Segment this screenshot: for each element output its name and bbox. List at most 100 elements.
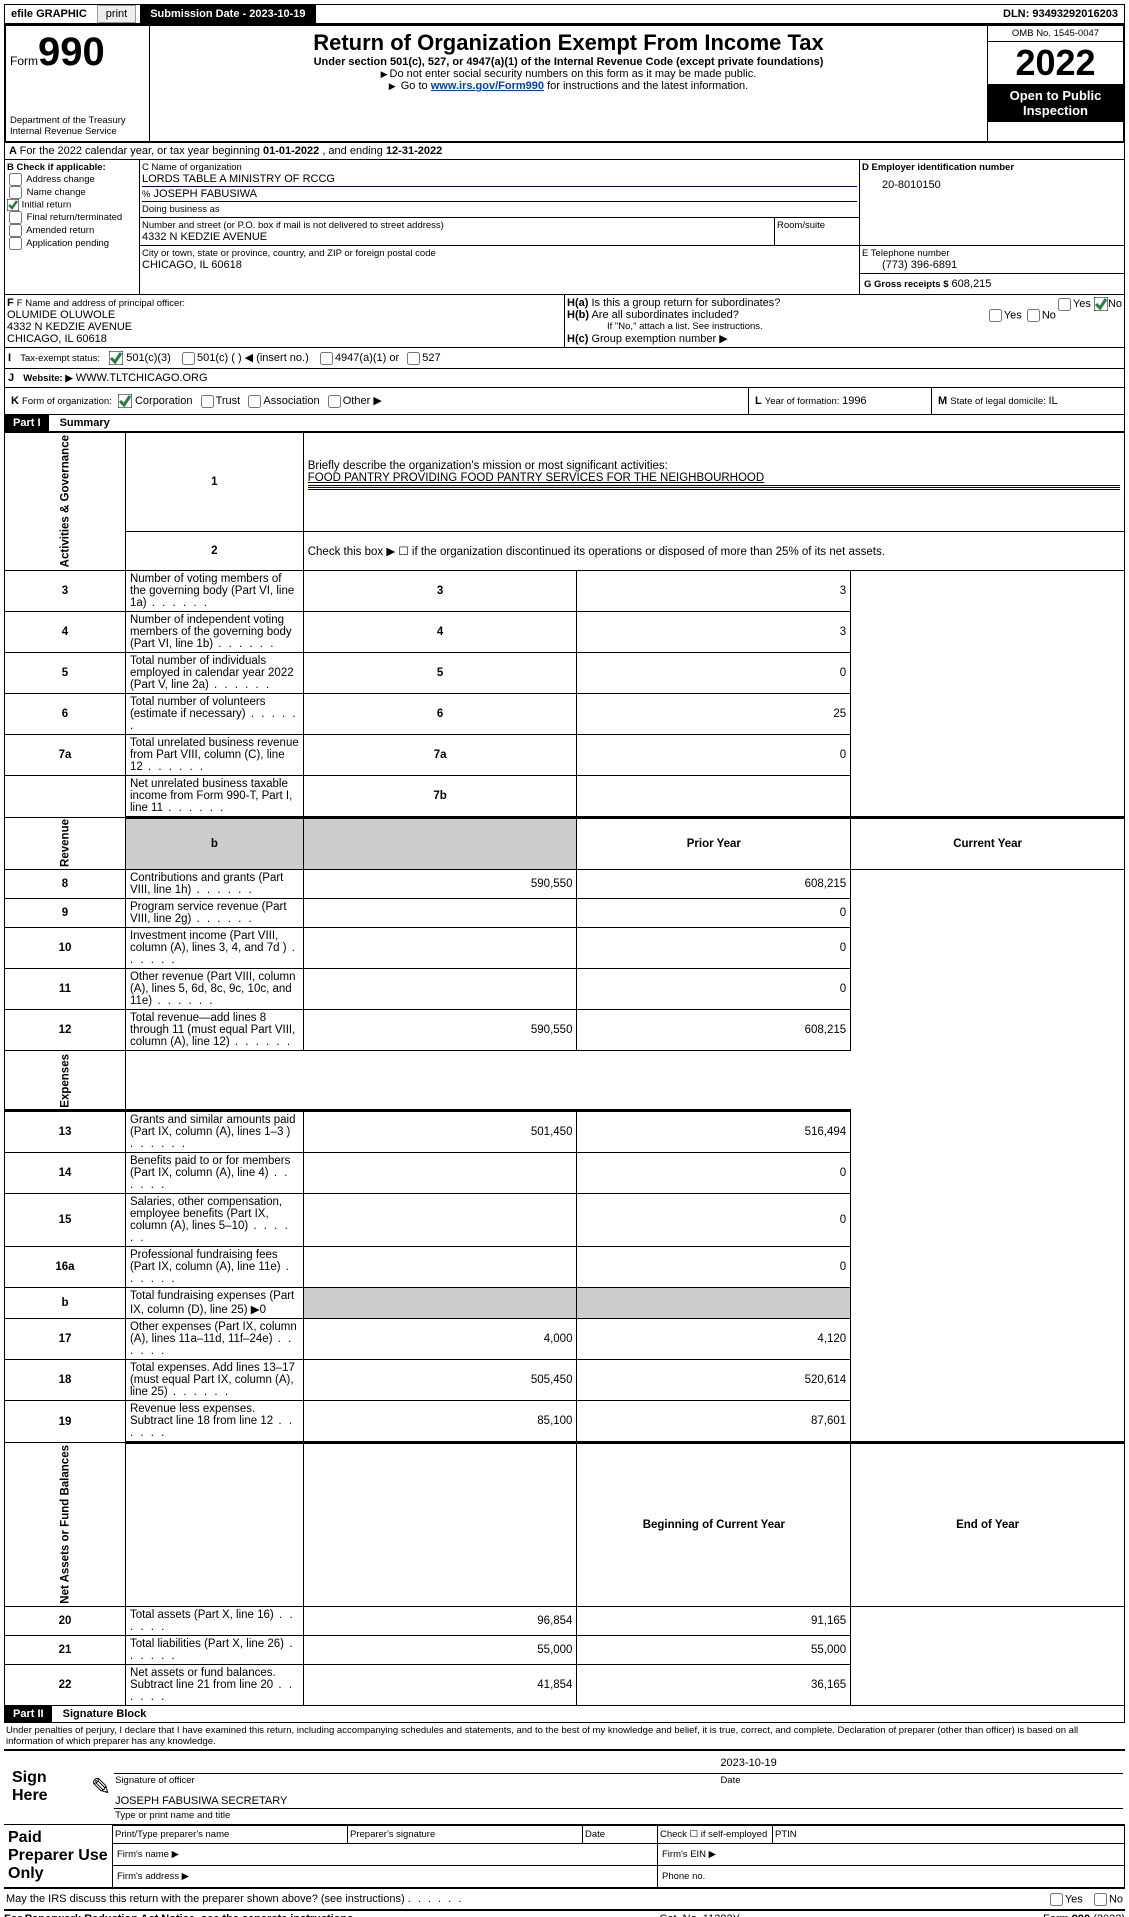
opt-trust: Trust xyxy=(216,395,241,407)
dln-label: DLN: xyxy=(1003,8,1032,20)
opt-501c: 501(c) ( ) ◀ (insert no.) xyxy=(197,352,309,364)
line-i-letter: I xyxy=(8,352,11,364)
opt-501c3: 501(c)(3) xyxy=(126,352,171,364)
sign-date: 2023-10-19 xyxy=(719,1753,1123,1774)
opt-527-chk[interactable] xyxy=(407,352,420,365)
street-value: 4332 N KEDZIE AVENUE xyxy=(142,231,772,243)
care-of-lbl: % xyxy=(142,189,150,200)
no-lbl2: No xyxy=(1042,309,1056,321)
telephone-value: (773) 396-6891 xyxy=(862,259,1122,271)
sig-label: Signature of officer xyxy=(114,1773,719,1787)
box-b-item: Name change xyxy=(7,186,137,199)
firm-addr-label: Firm's address ▶ xyxy=(113,1865,658,1888)
hdr-prior: Prior Year xyxy=(577,817,851,870)
opt-assoc-chk[interactable] xyxy=(248,395,261,408)
website-value: WWW.TLTCHICAGO.ORG xyxy=(76,372,208,384)
hdr-beginning: Beginning of Current Year xyxy=(577,1443,851,1607)
ha-tag: H(a) xyxy=(567,297,588,309)
room-label: Room/suite xyxy=(775,218,860,245)
box-b-item: Amended return xyxy=(7,224,137,237)
ptin-label: PTIN xyxy=(773,1825,1125,1843)
section-netassets: Net Assets or Fund Balances xyxy=(5,1443,126,1607)
hb-tag: H(b) xyxy=(567,309,589,321)
opt-4947-chk[interactable] xyxy=(320,352,333,365)
sub3-pre: Go to xyxy=(401,80,431,92)
firm-ein-label: Firm's EIN ▶ xyxy=(658,1843,1125,1865)
yes-lbl2: Yes xyxy=(1004,309,1022,321)
hb-note: If "No," attach a list. See instructions… xyxy=(567,321,1122,332)
line-j-letter: J xyxy=(8,372,14,384)
header-bar: efile GRAPHIC print Submission Date - 20… xyxy=(4,4,1125,24)
line-m-letter: M xyxy=(938,395,947,407)
part2-tag: Part II xyxy=(5,1706,52,1722)
checkmark-icon xyxy=(118,394,132,408)
opt-corp: Corporation xyxy=(135,395,192,407)
irs-label: Internal Revenue Service xyxy=(10,126,145,137)
prep-name-col: Print/Type preparer's name xyxy=(113,1825,348,1843)
yes-lbl: Yes xyxy=(1073,298,1091,310)
form990-link[interactable]: www.irs.gov/Form990 xyxy=(431,80,544,92)
form-org-label: Form of organization: xyxy=(22,396,112,407)
box-b-chk[interactable] xyxy=(9,237,22,250)
line-i-label: Tax-exempt status: xyxy=(20,353,100,364)
box-b-chk[interactable] xyxy=(9,173,22,186)
officer-name: OLUMIDE OLUWOLE xyxy=(7,309,562,321)
domicile-label: State of legal domicile: xyxy=(950,396,1048,407)
street-label: Number and street (or P.O. box if mail i… xyxy=(142,220,772,231)
telephone-label: E Telephone number xyxy=(862,248,1122,259)
city-value: CHICAGO, IL 60618 xyxy=(142,259,857,271)
opt-527: 527 xyxy=(422,352,440,364)
form-word: Form xyxy=(10,54,38,68)
opt-other: Other ▶ xyxy=(343,395,382,407)
hb-yes[interactable] xyxy=(989,309,1002,322)
signer-name-label: Type or print name and title xyxy=(114,1808,1123,1822)
preparer-title: Paid Preparer Use Only xyxy=(4,1825,113,1888)
subtitle-3: Go to www.irs.gov/Form990 for instructio… xyxy=(154,80,983,92)
form-title: Return of Organization Exempt From Incom… xyxy=(154,30,983,56)
box-b-item: Address change xyxy=(7,173,137,186)
line-a-pre: For the 2022 calendar year, or tax year … xyxy=(20,145,263,157)
box-b-chk[interactable] xyxy=(9,186,22,199)
hc-tag: H(c) xyxy=(567,333,588,345)
officer-street: 4332 N KEDZIE AVENUE xyxy=(7,321,562,333)
checkmark-icon xyxy=(109,351,123,365)
efile-label: efile GRAPHIC xyxy=(5,6,93,22)
care-of: JOSEPH FABUSIWA xyxy=(154,188,258,200)
dln: DLN: 93493292016203 xyxy=(997,6,1124,22)
ha-yes[interactable] xyxy=(1058,298,1071,311)
line-l-letter: L xyxy=(755,395,762,407)
sub3-post: for instructions and the latest informat… xyxy=(544,80,748,92)
line-a: A For the 2022 calendar year, or tax yea… xyxy=(4,143,1125,160)
box-b-chk[interactable] xyxy=(9,224,22,237)
line-a-mid: , and ending xyxy=(322,145,386,157)
print-button[interactable]: print xyxy=(97,5,136,23)
opt-4947: 4947(a)(1) or xyxy=(335,352,399,364)
opt-501c-chk[interactable] xyxy=(182,352,195,365)
discuss-question: May the IRS discuss this return with the… xyxy=(6,1893,405,1905)
opt-other-chk[interactable] xyxy=(328,395,341,408)
hb-no[interactable] xyxy=(1027,309,1040,322)
box-b-item: Application pending xyxy=(7,237,137,250)
officer-label: F Name and address of principal officer: xyxy=(17,298,185,309)
dln-value: 93493292016203 xyxy=(1032,8,1118,20)
box-b-item: Final return/terminated xyxy=(7,211,137,224)
discuss-yes[interactable] xyxy=(1050,1893,1063,1906)
opt-assoc: Association xyxy=(263,395,319,407)
gross-receipts-value: 608,215 xyxy=(952,278,992,290)
pen-icon: ✎ xyxy=(90,1750,112,1825)
opt-trust-chk[interactable] xyxy=(201,395,214,408)
prep-sig-col: Preparer's signature xyxy=(348,1825,583,1843)
part1-title: Summary xyxy=(52,417,110,429)
year-end: 12-31-2022 xyxy=(386,145,442,157)
city-label: City or town, state or province, country… xyxy=(142,248,857,259)
line-k-letter: K xyxy=(11,395,19,407)
domicile: IL xyxy=(1048,395,1057,407)
dept-treasury: Department of the Treasury xyxy=(10,115,145,126)
form-number: 990 xyxy=(38,30,105,74)
gross-receipts-label: G Gross receipts $ xyxy=(864,279,948,290)
subtitle-1: Under section 501(c), 527, or 4947(a)(1)… xyxy=(154,56,983,68)
discuss-no[interactable] xyxy=(1094,1893,1107,1906)
box-b-chk[interactable] xyxy=(9,211,22,224)
part2-title: Signature Block xyxy=(55,1708,147,1720)
no-lbl: No xyxy=(1108,298,1122,310)
